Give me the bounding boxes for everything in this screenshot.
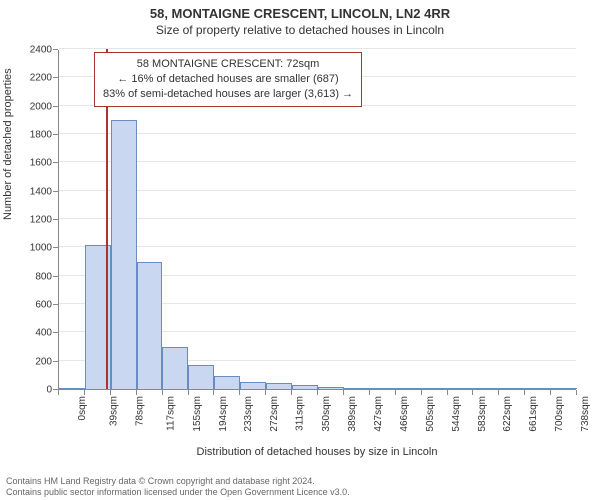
x-tick-mark (421, 390, 422, 395)
x-tick-label: 466sqm (399, 396, 410, 432)
histogram-bar (214, 376, 240, 389)
x-tick-mark (58, 390, 59, 395)
x-tick-mark (84, 390, 85, 395)
histogram-bar (240, 382, 266, 389)
x-tick-label: 738sqm (580, 396, 591, 432)
annotation-box: 58 MONTAIGNE CRESCENT: 72sqm ← 16% of de… (94, 52, 362, 107)
x-axis: 0sqm 39sqm 78sqm 117sqm 155sqm 194sqm 233sqm 27… (58, 390, 576, 448)
histogram-bar (344, 388, 370, 389)
histogram-bar (318, 387, 343, 389)
x-tick-label: 622sqm (502, 396, 513, 432)
histogram-bar (422, 388, 448, 389)
x-tick-mark (343, 390, 344, 395)
chart-subtitle: Size of property relative to detached ho… (0, 21, 600, 37)
x-tick-label: 661sqm (528, 396, 539, 432)
histogram-bar (111, 120, 137, 389)
x-tick-label: 39sqm (108, 396, 119, 426)
annotation-line-3: 83% of semi-detached houses are larger (… (103, 87, 353, 102)
histogram-bar (162, 347, 188, 390)
x-tick-label: 505sqm (425, 396, 436, 432)
x-tick-label: 583sqm (477, 396, 488, 432)
y-tick-label: 0 (46, 385, 52, 396)
x-tick-label: 427sqm (373, 396, 384, 432)
x-tick-mark (239, 390, 240, 395)
histogram-bar (474, 388, 500, 389)
x-tick-mark (472, 390, 473, 395)
y-tick-label: 2400 (30, 45, 52, 56)
x-tick-mark (498, 390, 499, 395)
x-tick-label: 544sqm (451, 396, 462, 432)
y-tick-label: 1000 (30, 243, 52, 254)
y-tick-label: 800 (35, 271, 52, 282)
x-tick-mark (395, 390, 396, 395)
x-tick-mark (447, 390, 448, 395)
x-tick-mark (136, 390, 137, 395)
x-tick-label: 272sqm (269, 396, 280, 432)
histogram-bar (396, 388, 422, 389)
histogram-bar (526, 388, 551, 389)
x-tick-mark (162, 390, 163, 395)
histogram-bar (500, 388, 526, 389)
x-axis-label: Distribution of detached houses by size … (58, 446, 576, 458)
x-tick-mark (110, 390, 111, 395)
x-tick-label: 194sqm (218, 396, 229, 432)
histogram-bar (59, 388, 85, 389)
x-tick-mark (213, 390, 214, 395)
histogram-bar (137, 262, 162, 390)
y-axis: 0200400600800100012001400160018002000220… (0, 50, 58, 390)
y-tick-label: 200 (35, 356, 52, 367)
x-tick-label: 0sqm (77, 396, 88, 420)
x-tick-mark (188, 390, 189, 395)
footer-attribution: Contains HM Land Registry data © Crown c… (6, 476, 350, 498)
y-tick-label: 400 (35, 328, 52, 339)
footer-line-2: Contains public sector information licen… (6, 487, 350, 498)
x-tick-label: 155sqm (192, 396, 203, 432)
y-tick-label: 1200 (30, 215, 52, 226)
x-tick-mark (265, 390, 266, 395)
x-tick-label: 233sqm (243, 396, 254, 432)
x-tick-mark (576, 390, 577, 395)
x-tick-mark (524, 390, 525, 395)
grid-line (59, 48, 576, 49)
y-tick-label: 2200 (30, 73, 52, 84)
annotation-line-1: 58 MONTAIGNE CRESCENT: 72sqm (103, 57, 353, 72)
y-tick-label: 600 (35, 300, 52, 311)
histogram-bar (266, 383, 292, 389)
histogram-bar (292, 385, 318, 389)
histogram-bar (448, 388, 474, 389)
x-tick-mark (291, 390, 292, 395)
y-tick-label: 1400 (30, 186, 52, 197)
x-tick-label: 700sqm (554, 396, 565, 432)
y-tick-label: 1800 (30, 130, 52, 141)
footer-line-1: Contains HM Land Registry data © Crown c… (6, 476, 350, 487)
x-tick-label: 350sqm (321, 396, 332, 432)
x-tick-mark (317, 390, 318, 395)
x-tick-mark (550, 390, 551, 395)
histogram-bar (188, 365, 214, 389)
x-tick-label: 78sqm (134, 396, 145, 426)
x-tick-label: 117sqm (165, 396, 176, 431)
x-tick-mark (369, 390, 370, 395)
y-tick-label: 2000 (30, 101, 52, 112)
chart-title: 58, MONTAIGNE CRESCENT, LINCOLN, LN2 4RR (0, 0, 600, 21)
y-tick-label: 1600 (30, 158, 52, 169)
histogram-bar (551, 388, 577, 389)
x-tick-label: 389sqm (347, 396, 358, 432)
histogram-bar (370, 388, 396, 389)
chart-container: 58, MONTAIGNE CRESCENT, LINCOLN, LN2 4RR… (0, 0, 600, 500)
x-tick-label: 311sqm (295, 396, 306, 431)
annotation-line-2: ← 16% of detached houses are smaller (68… (103, 72, 353, 87)
